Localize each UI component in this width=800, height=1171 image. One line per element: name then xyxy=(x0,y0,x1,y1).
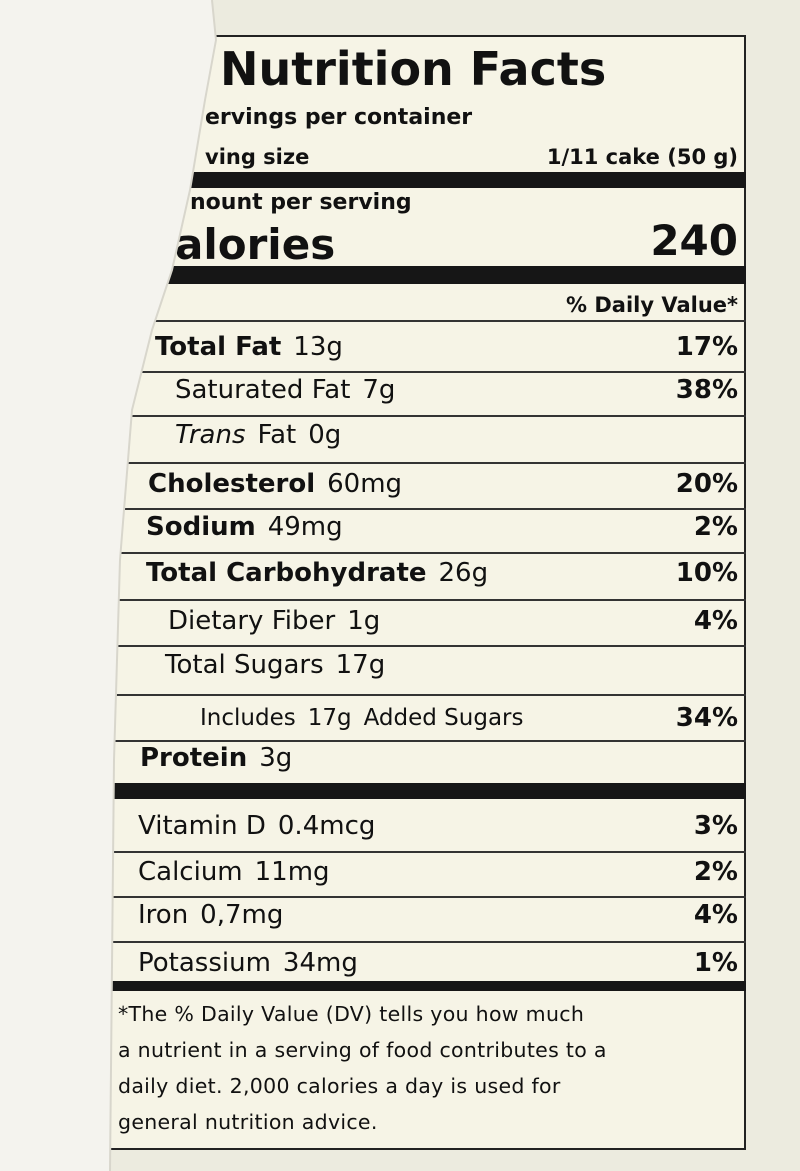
paper-edge xyxy=(109,0,218,1171)
name: Sodium xyxy=(146,512,256,542)
daily-value: 2% xyxy=(693,512,738,542)
rule xyxy=(60,981,746,991)
nutrient-row: Protein 3g xyxy=(140,743,292,773)
divider xyxy=(60,415,746,417)
nutrient-row: Total Sugars 17g xyxy=(165,650,385,680)
amount: 34mg xyxy=(282,948,358,978)
paper-sheet xyxy=(0,0,216,1171)
daily-value: 38% xyxy=(675,375,738,405)
daily-value: 34% xyxy=(675,703,738,733)
amount: 0,7mg xyxy=(200,900,284,930)
amount: 11mg xyxy=(254,857,330,887)
nutrient-row: Saturated Fat 7g xyxy=(175,375,395,405)
amount: 17g xyxy=(335,650,386,680)
footnote-line: a nutrient in a serving of food contribu… xyxy=(118,1038,607,1062)
name: Protein xyxy=(140,743,248,773)
daily-value: 2% xyxy=(693,857,738,887)
amount: 17g xyxy=(307,705,352,731)
divider xyxy=(60,462,746,464)
nutrient-row: Calcium 11mg xyxy=(138,857,330,887)
daily-value: 4% xyxy=(693,900,738,930)
divider xyxy=(60,896,746,898)
name: Cholesterol xyxy=(148,469,316,499)
amount: 49mg xyxy=(267,512,343,542)
rule xyxy=(60,783,746,799)
nutrient-row: Vitamin D 0.4mcg xyxy=(138,811,375,841)
divider xyxy=(60,694,746,696)
amount: 13g xyxy=(293,332,343,362)
divider xyxy=(60,508,746,510)
name: Saturated Fat xyxy=(175,375,351,405)
amount: 26g xyxy=(438,558,489,588)
amount: 0.4mcg xyxy=(277,811,376,841)
daily-value: 4% xyxy=(693,606,738,636)
rule xyxy=(60,266,746,284)
name: Dietary Fiber xyxy=(168,606,336,636)
footnote-line: *The % Daily Value (DV) tells you how mu… xyxy=(118,1002,585,1026)
amount: 7g xyxy=(362,375,396,405)
name-italic: Trans xyxy=(175,420,246,450)
amount: 0g xyxy=(308,420,342,450)
nutrient-row: Total Fat 13g xyxy=(155,332,343,362)
rule xyxy=(60,172,746,188)
amount-per-serving: nount per serving xyxy=(190,190,412,215)
servings: ervings per container xyxy=(205,105,473,130)
name: Vitamin D xyxy=(138,811,266,841)
name: Includes xyxy=(200,705,296,731)
name: Total Sugars xyxy=(165,650,324,680)
footnote-line: general nutrition advice. xyxy=(118,1110,378,1134)
divider xyxy=(60,941,746,943)
footnote-line: daily diet. 2,000 calories a day is used… xyxy=(118,1074,561,1098)
nutrient-row: Trans Fat 0g xyxy=(175,420,341,450)
nutrient-row: Iron 0,7mg xyxy=(138,900,283,930)
serving-size: 1/11 cake (50 g) xyxy=(546,145,738,169)
name: Total Carbohydrate xyxy=(146,558,427,588)
divider xyxy=(60,851,746,853)
amount: 1g xyxy=(347,606,381,636)
daily-value: 10% xyxy=(675,558,738,588)
name: Calcium xyxy=(138,857,243,887)
name: Total Fat xyxy=(155,332,282,362)
divider xyxy=(60,320,746,322)
nutrient-row: Dietary Fiber 1g xyxy=(168,606,380,636)
name: Potassium xyxy=(138,948,271,978)
amount: 60mg xyxy=(327,469,403,499)
amount: 3g xyxy=(259,743,293,773)
divider xyxy=(60,371,746,373)
nutrient-row: Potassium 34mg xyxy=(138,948,358,978)
daily-value: 1% xyxy=(693,948,738,978)
nutrient-row: Sodium 49mg xyxy=(146,512,343,542)
calories-value: 240 xyxy=(650,216,738,265)
name-after: Added Sugars xyxy=(363,705,524,731)
daily-value: 20% xyxy=(675,469,738,499)
nutrient-row: Total Carbohydrate 26g xyxy=(146,558,488,588)
daily-value: 3% xyxy=(693,811,738,841)
divider xyxy=(60,645,746,647)
nutrient-row: Cholesterol 60mg xyxy=(148,469,402,499)
nutrient-row: Includes 17g Added Sugars xyxy=(200,703,524,733)
dv-header: % Daily Value* xyxy=(566,293,738,317)
divider xyxy=(60,740,746,742)
divider xyxy=(60,552,746,554)
serving-size-label: ving size xyxy=(205,145,310,169)
title: Nutrition Facts xyxy=(220,42,607,96)
divider xyxy=(60,599,746,601)
name: Iron xyxy=(138,900,189,930)
name: Fat xyxy=(257,420,297,450)
daily-value: 17% xyxy=(675,332,738,362)
calories-label: alories xyxy=(175,220,336,269)
